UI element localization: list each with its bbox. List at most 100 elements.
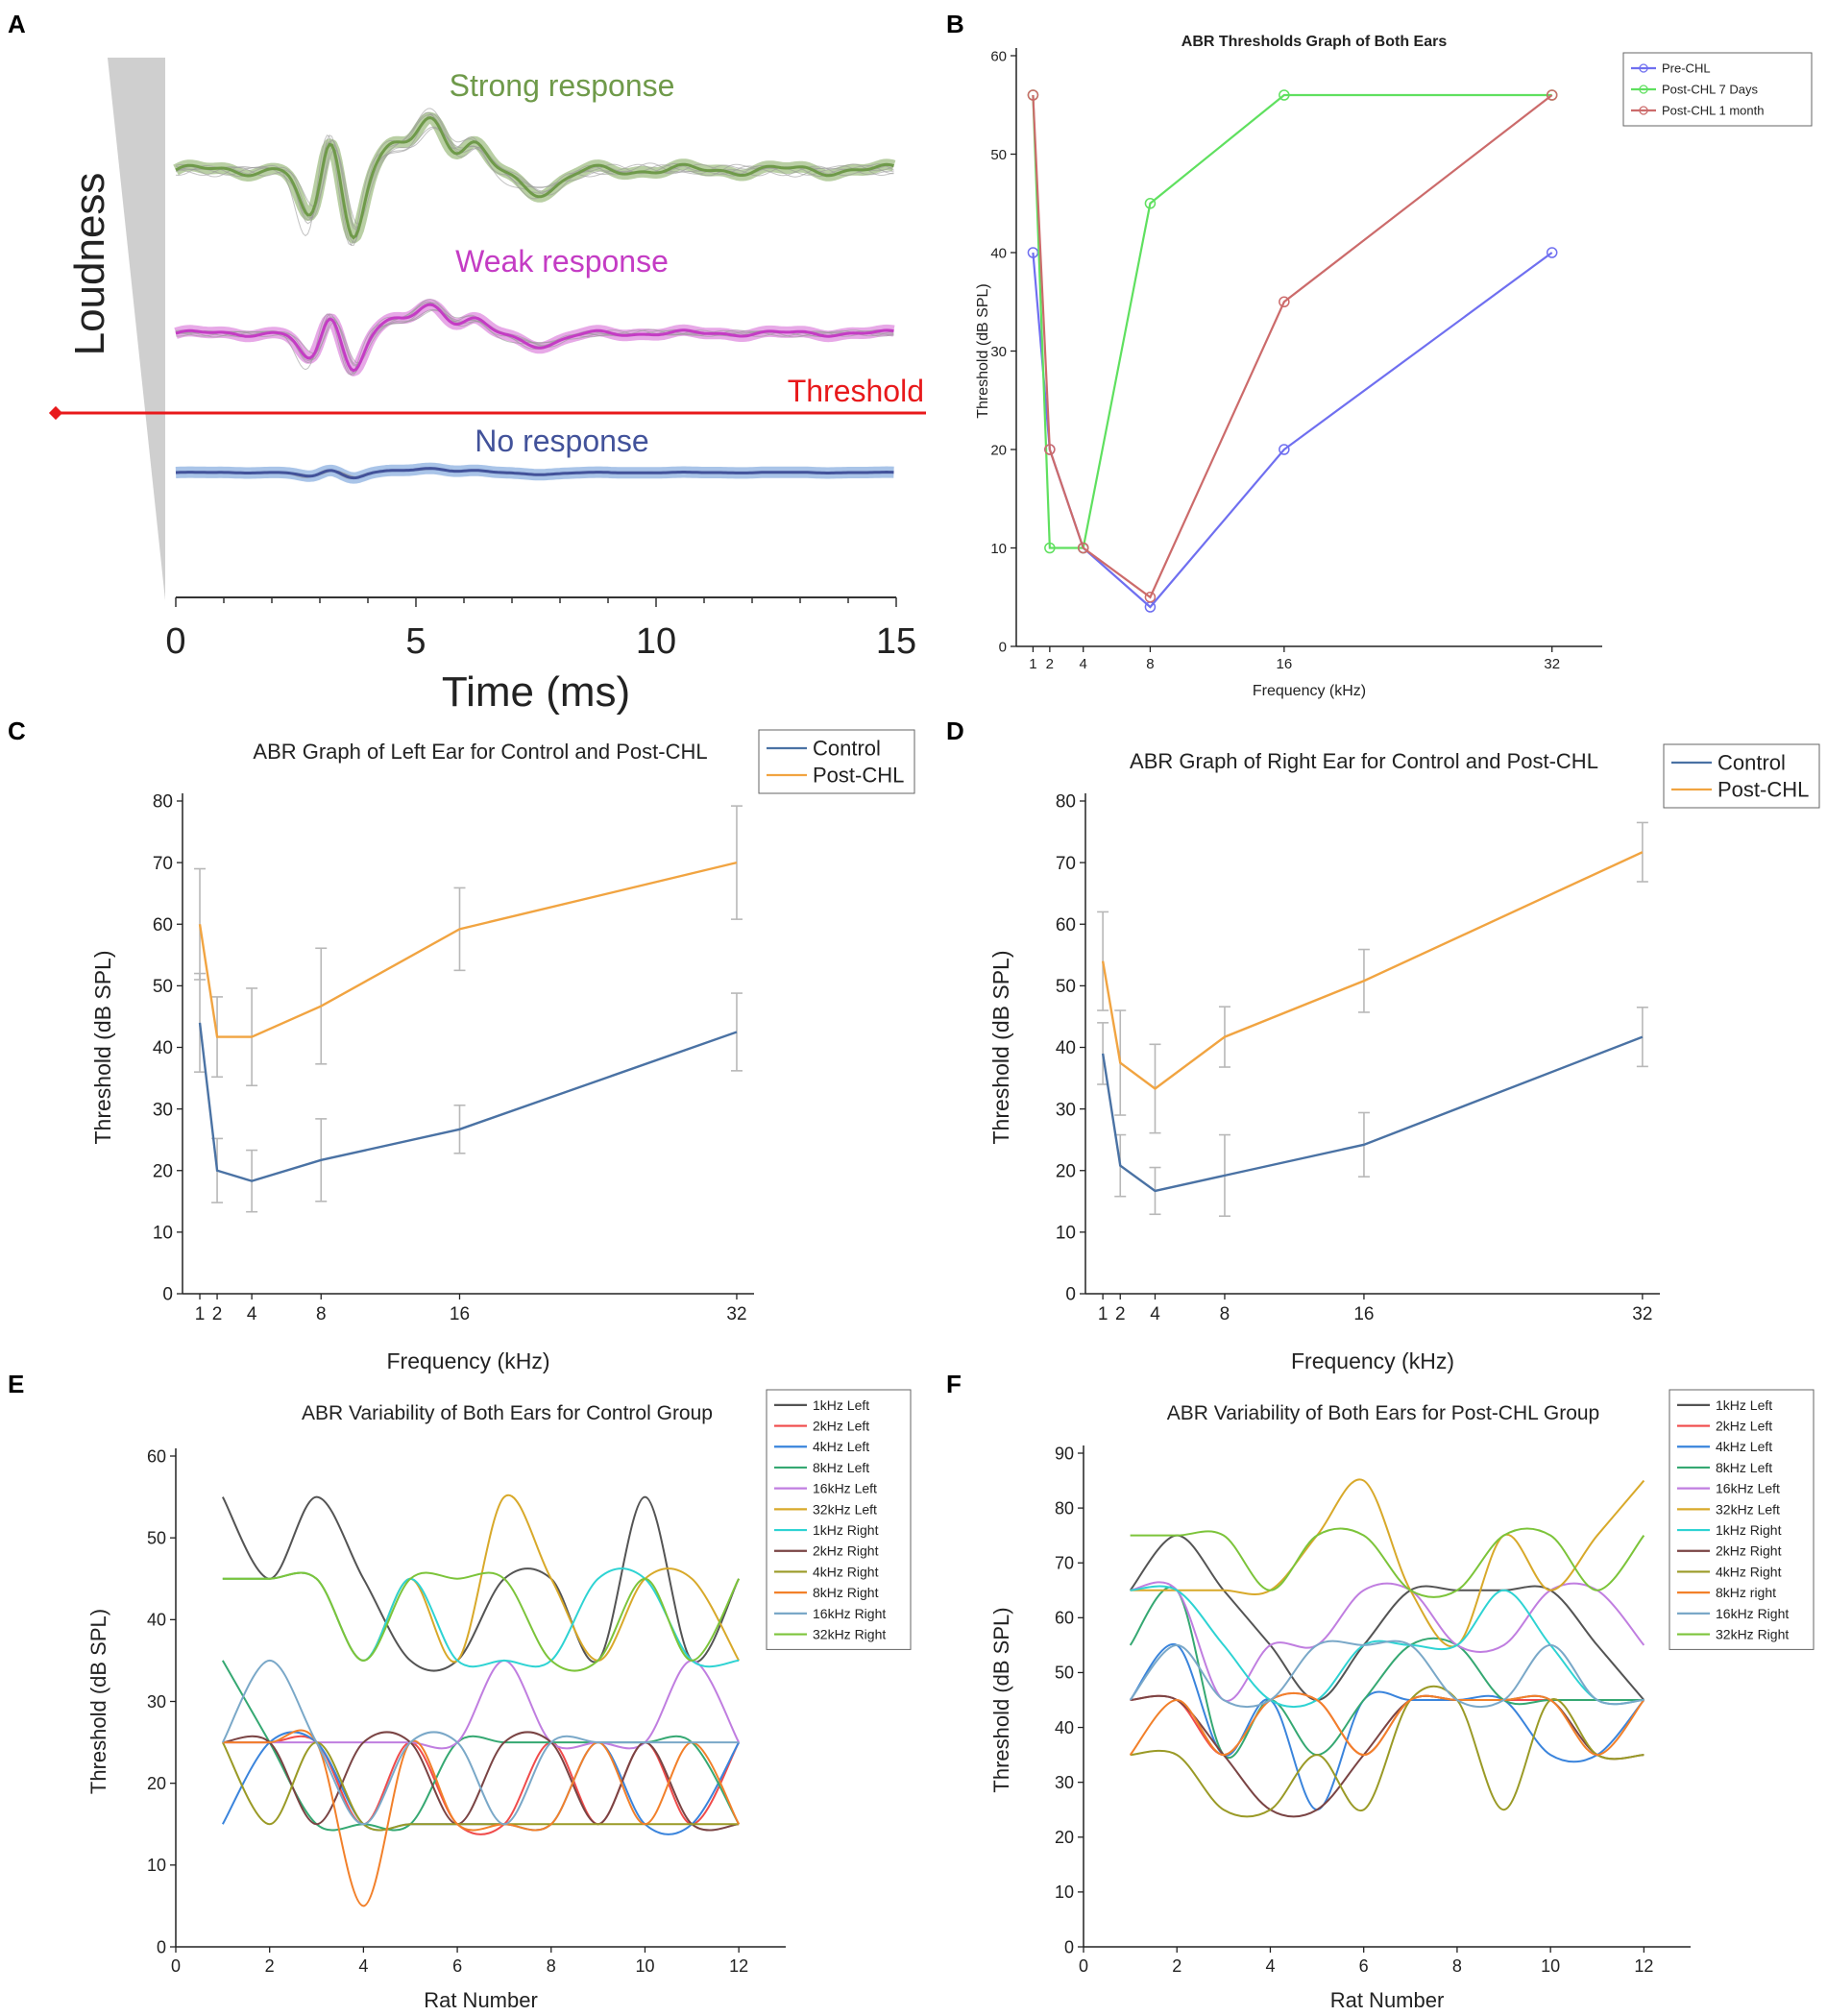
data-point: [1546, 89, 1558, 101]
x-tick-label: 10: [1541, 1956, 1560, 1976]
loudness-wedge: [108, 58, 165, 600]
x-tick-label: 32: [1632, 1304, 1652, 1324]
y-tick-label: 60: [147, 1446, 166, 1466]
trace-no-response: No response: [172, 424, 897, 484]
series-32khz-right: [222, 1571, 741, 1672]
data-point: [1279, 296, 1290, 307]
chart-title: ABR Variability of Both Ears for Post-CH…: [1167, 1402, 1600, 1424]
x-tick-label: 1: [1098, 1304, 1108, 1324]
y-axis-label: Threshold (dB SPL): [86, 1609, 110, 1794]
y-tick-label: 20: [153, 1161, 173, 1181]
y-tick-label: 0: [162, 1285, 173, 1305]
series-post-chl: [1097, 821, 1648, 1134]
y-tick-label: 10: [147, 1856, 166, 1875]
legend-label: 4kHz Left: [1716, 1439, 1772, 1454]
time-tick-label: 0: [165, 621, 185, 662]
legend-label: 1kHz Left: [813, 1397, 869, 1413]
x-tick-label: 8: [1220, 1304, 1230, 1324]
y-tick-label: 10: [1055, 1882, 1074, 1902]
y-tick-label: 80: [153, 792, 173, 813]
series-16khz-right: [221, 1659, 740, 1826]
x-tick-label: 4: [358, 1956, 368, 1976]
series-32khz-right: [1130, 1527, 1645, 1598]
legend-box: [758, 729, 915, 794]
panel-label-d: D: [946, 717, 964, 745]
y-tick-label: 60: [1056, 915, 1076, 935]
series-1khz-left: [221, 1495, 741, 1672]
panel-a-waveforms: Loudness Threshold Strong response Weak res…: [48, 58, 926, 716]
series-line-32khz-right: [222, 1571, 741, 1672]
series-line-post-chl: [1101, 851, 1644, 1090]
legend-label: 16kHz Left: [1716, 1481, 1780, 1496]
series-8khz-left: [1129, 1586, 1644, 1760]
legend: Control Post-CHL: [758, 729, 915, 794]
y-tick-label: 20: [990, 442, 1007, 458]
chart-title: ABR Graph of Left Ear for Control and Po…: [253, 740, 707, 764]
y-tick-label: 40: [1056, 1038, 1076, 1058]
x-axis-label: Frequency (kHz): [1291, 1348, 1454, 1373]
panel-c-left-ear-chart: 0 10 20 30 40 50 60 70 80 1 2 4 8 16 32 Frequency (kHz)…: [90, 729, 915, 1373]
y-tick-label: 50: [147, 1528, 166, 1547]
y-tick-label: 0: [1065, 1285, 1076, 1305]
data-point: [1546, 247, 1558, 258]
mean-trace: [175, 116, 894, 240]
legend-label: Control: [1717, 751, 1786, 775]
x-tick-label: 2: [1172, 1956, 1181, 1976]
legend-label: Post-CHL: [1717, 778, 1809, 802]
legend-label: 2kHz Left: [1716, 1418, 1772, 1433]
x-tick-label: 4: [1265, 1956, 1275, 1976]
y-tick-label: 40: [153, 1038, 173, 1058]
y-tick-label: 50: [1056, 977, 1076, 997]
y-tick-label: 0: [999, 639, 1007, 655]
x-axis-label: Frequency (kHz): [387, 1348, 550, 1373]
y-tick-label: 60: [990, 48, 1007, 64]
chart-title: ABR Graph of Right Ear for Control and P…: [1130, 749, 1598, 773]
time-axis-label: Time (ms): [442, 668, 630, 716]
x-tick-label: 32: [726, 1304, 746, 1324]
y-tick-label: 0: [1064, 1937, 1074, 1956]
panel-label-b: B: [946, 10, 964, 38]
legend-label: 32kHz Left: [1716, 1501, 1780, 1517]
x-tick-label: 2: [212, 1304, 223, 1324]
x-tick-label: 2: [1115, 1304, 1126, 1324]
series-line-8khz-left: [1129, 1586, 1644, 1760]
trace-strong-response: Strong response: [172, 68, 897, 247]
x-tick-label: 16: [1353, 1304, 1374, 1324]
x-tick-label: 16: [1277, 656, 1293, 672]
panel-e-control-variability-chart: 0 10 20 30 40 50 60 0 2 4 6 8 10 12 Rat Number Threshol…: [86, 1389, 912, 2012]
y-tick-label: 50: [153, 977, 173, 997]
individual-trace: [175, 108, 894, 246]
panel-label-c: C: [8, 717, 26, 745]
legend-box: [1669, 1389, 1815, 1650]
series-line-control: [1101, 1035, 1644, 1193]
y-tick-label: 80: [1055, 1498, 1074, 1518]
panel-label-a: A: [8, 10, 26, 38]
series-16khz-right: [1129, 1640, 1644, 1709]
y-tick-label: 70: [153, 854, 173, 874]
series-line-1khz-right: [1130, 1585, 1644, 1709]
y-tick-label: 90: [1055, 1444, 1074, 1463]
threshold-label: Threshold: [788, 374, 924, 408]
legend-label: 32kHz Left: [813, 1501, 877, 1517]
y-tick-label: 30: [1055, 1773, 1074, 1792]
x-tick-label: 0: [171, 1956, 181, 1976]
legend-label: 16kHz Right: [813, 1606, 886, 1621]
series-1khz-right: [1130, 1585, 1644, 1709]
x-tick-label: 1: [1029, 656, 1036, 672]
legend: 1kHz Left 2kHz Left 4kHz Left 8kHz Left 16kH…: [766, 1389, 912, 1650]
x-tick-label: 10: [635, 1956, 654, 1976]
series-32khz-left: [1130, 1478, 1645, 1648]
series-line-32khz-left: [1130, 1478, 1645, 1648]
series-line-post-chl-7-days: [1032, 93, 1552, 549]
x-tick-label: 8: [1146, 656, 1154, 672]
legend-box: [1663, 743, 1820, 809]
y-tick-label: 30: [153, 1100, 173, 1120]
series-post-chl-1-month: [1027, 89, 1558, 603]
y-axis-label: Threshold (dB SPL): [975, 283, 991, 419]
data-point: [1027, 89, 1039, 101]
y-tick-label: 70: [1056, 854, 1076, 874]
y-tick-label: 20: [147, 1774, 166, 1793]
legend-label: 1kHz Right: [813, 1522, 879, 1538]
x-axis-label: Rat Number: [1330, 1988, 1445, 2012]
panel-b-thresholds-chart: 0 10 20 30 40 50 60 1 2 4 8 16 32 Frequency (kHz) Thre…: [975, 34, 1813, 699]
